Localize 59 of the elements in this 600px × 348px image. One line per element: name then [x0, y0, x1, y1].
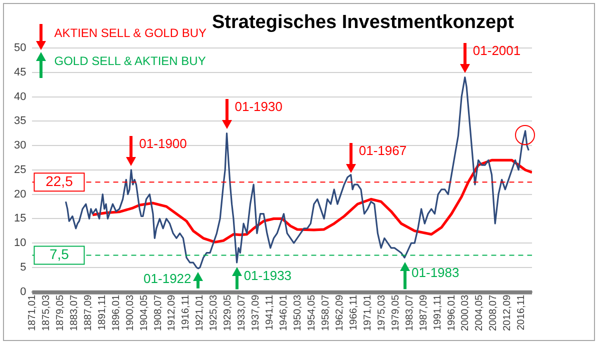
y-tick-label: 10 [14, 237, 26, 250]
y-tick-label: 5 [20, 262, 26, 274]
annotation: 01-1967 [358, 143, 407, 158]
x-tick-label: 1875,03 [40, 294, 52, 332]
x-tick-label: 1900,03 [124, 294, 136, 332]
y-tick-label: 50 [14, 42, 26, 54]
x-tick-label: 1871,01 [26, 294, 38, 332]
x-tick-label: 1975,03 [376, 294, 388, 332]
x-tick-label: 1941,11 [264, 294, 276, 330]
x-tick-label: 1916,11 [180, 294, 192, 330]
x-tick-label: 1925,03 [208, 294, 220, 332]
x-tick-label: 1908,07 [152, 294, 164, 332]
x-tick-label: 1958,07 [320, 294, 332, 332]
x-tick-label: 2008,07 [488, 294, 500, 332]
x-tick-label: 1933,07 [236, 294, 248, 332]
x-tick-label: 1929,05 [222, 294, 234, 332]
annotation: 01-1922 [144, 270, 192, 286]
ref-line-label: 22,5 [46, 172, 74, 189]
x-tick-label: 2016,11 [516, 294, 528, 330]
annotation: 01-1983 [412, 265, 460, 280]
x-tick-label: 1954,05 [306, 294, 318, 332]
y-tick-label: 20 [14, 188, 26, 200]
x-tick-label: 1987,09 [418, 294, 430, 332]
x-tick-label: 1883,07 [68, 294, 80, 332]
x-tick-label: 2004,05 [474, 294, 486, 332]
y-tick-label: 45 [14, 66, 26, 78]
x-tick-label: 1971,01 [362, 294, 374, 332]
y-tick-label: 0 [20, 286, 26, 298]
chart-title: Strategisches Investmentkonzept [212, 12, 514, 34]
x-tick-label: 1896,01 [110, 294, 122, 332]
annotation: 01-1900 [139, 136, 187, 151]
x-tick-label: 1921,01 [194, 294, 206, 332]
x-tick-label: 1991,11 [432, 294, 444, 330]
annotation: GOLD SELL & AKTIEN BUY [54, 54, 206, 68]
y-tick-label: 15 [14, 212, 26, 225]
x-tick-label: 2000,03 [460, 294, 472, 332]
y-tick-label: 40 [14, 90, 26, 103]
x-tick-label: 1879,05 [54, 294, 66, 332]
x-tick-label: 1962,09 [334, 294, 346, 332]
x-tick-label: 1904,05 [138, 294, 150, 332]
x-tick-label: 1979,05 [390, 294, 402, 332]
x-tick-label: 1946,01 [278, 294, 290, 332]
y-tick-label: 25 [14, 164, 26, 176]
y-tick-label: 35 [14, 115, 26, 128]
x-tick-label: 2012,09 [502, 294, 514, 332]
x-tick-label: 1887,09 [82, 294, 94, 332]
x-tick-label: 1912,09 [166, 294, 178, 332]
x-tick-label: 1996,01 [446, 294, 458, 332]
ref-line-label: 7,5 [50, 246, 70, 262]
text: AKTIEN SELL & GOLD BUY [54, 26, 207, 40]
annotation: 01-1930 [234, 99, 282, 114]
annotation: 01-2001 [472, 43, 521, 58]
y-tick-label: 30 [14, 140, 26, 152]
x-tick-label: 1966,11 [348, 294, 360, 330]
x-tick-label: 1891,11 [96, 294, 108, 330]
annotation: 01-1933 [244, 268, 292, 283]
x-tick-label: 1950,03 [292, 294, 304, 332]
x-tick-label: 1937,09 [250, 294, 262, 332]
x-tick-label: 1983,07 [404, 294, 416, 332]
